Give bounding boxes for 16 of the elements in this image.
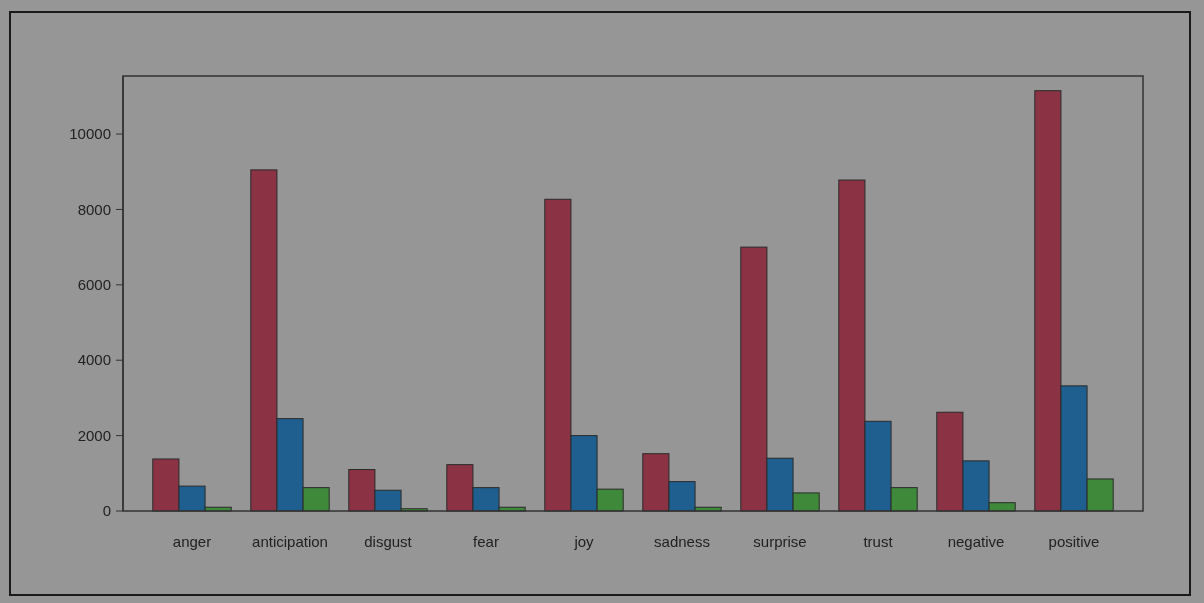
y-tick-label: 2000 [77, 426, 111, 444]
y-tick-label: 8000 [77, 200, 111, 218]
x-tick-label: anger [172, 533, 212, 550]
x-tick-label: negative [947, 533, 1005, 550]
y-tick-label: 0 [102, 502, 111, 520]
x-tick-label: disgust [364, 533, 413, 550]
y-tick-label: 4000 [77, 351, 111, 369]
x-tick-label: fear [473, 533, 499, 550]
x-tick-label: surprise [753, 533, 807, 550]
x-tick-label: trust [863, 533, 894, 550]
y-tick-label: 6000 [77, 276, 111, 294]
x-tick-label: sadness [654, 533, 710, 550]
x-tick-label: anticipation [252, 533, 328, 550]
x-tick-label: positive [1048, 533, 1100, 550]
y-tick-label: 10000 [69, 125, 111, 143]
x-tick-label: joy [573, 533, 595, 550]
